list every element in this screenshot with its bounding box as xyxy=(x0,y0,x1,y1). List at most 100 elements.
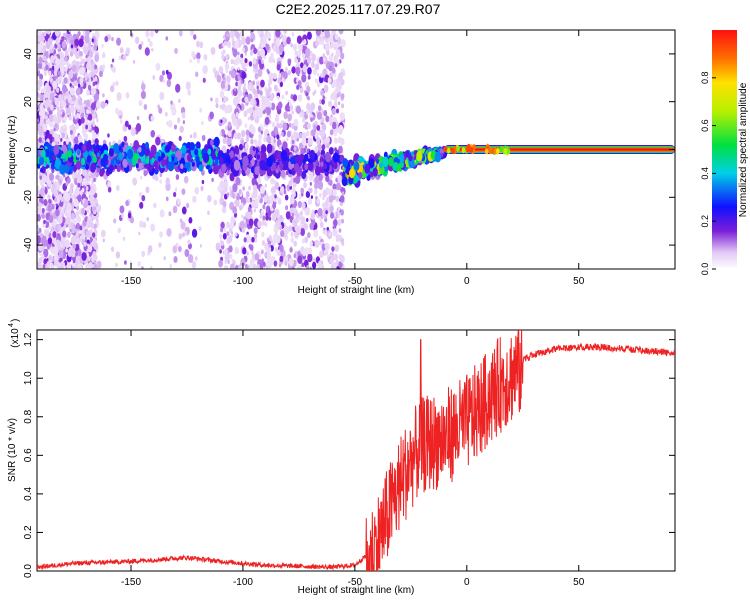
heatmap-point xyxy=(83,241,87,247)
heatmap-point xyxy=(211,177,214,183)
heatmap-point xyxy=(307,122,311,130)
heatmap-point xyxy=(325,152,332,163)
heatmap-point xyxy=(244,52,247,56)
heatmap-point xyxy=(254,166,260,175)
heatmap-point xyxy=(38,137,42,143)
heatmap-point xyxy=(294,50,298,56)
heatmap-point xyxy=(74,38,80,47)
heatmap-point xyxy=(199,244,203,248)
heatmap-point xyxy=(291,139,295,145)
heatmap-point xyxy=(107,186,112,193)
heatmap-point xyxy=(72,217,77,225)
heatmap-point xyxy=(76,112,80,118)
heatmap-point xyxy=(337,72,344,82)
heatmap-point xyxy=(60,111,63,115)
heatmap-point xyxy=(306,85,311,93)
heatmap-point xyxy=(68,188,73,195)
heatmap-point xyxy=(43,175,48,183)
x-tick-label: -150 xyxy=(121,276,141,287)
heatmap-point xyxy=(85,230,90,238)
heatmap-point xyxy=(183,175,189,184)
heatmap-point xyxy=(110,246,115,252)
heatmap-point xyxy=(331,30,336,36)
y-tick-label: -20 xyxy=(23,190,34,205)
y-tick-label: 1.0 xyxy=(23,371,34,385)
heatmap-point xyxy=(278,263,282,268)
heatmap-point xyxy=(88,251,92,257)
heatmap-point xyxy=(245,36,251,45)
heatmap-point xyxy=(122,158,128,168)
heatmap-point xyxy=(274,181,280,190)
heatmap-point xyxy=(327,77,332,84)
heatmap-point xyxy=(328,194,334,204)
heatmap-point xyxy=(41,207,45,214)
heatmap-point xyxy=(195,155,200,163)
heatmap-point xyxy=(259,90,263,96)
heatmap-point xyxy=(282,141,288,151)
heatmap-point xyxy=(189,30,195,36)
heatmap-point xyxy=(299,112,303,118)
heatmap-point xyxy=(42,44,47,52)
heatmap-point xyxy=(216,242,221,250)
heatmap-point xyxy=(307,253,313,263)
heatmap-point xyxy=(279,81,284,87)
heatmap-point xyxy=(331,79,337,88)
heatmap-point xyxy=(291,110,294,115)
heatmap-point xyxy=(54,30,61,37)
heatmap-point xyxy=(37,261,41,269)
heatmap-point xyxy=(158,242,162,248)
heatmap-point xyxy=(196,143,199,149)
heatmap-point xyxy=(179,125,184,133)
heatmap-point xyxy=(178,135,182,142)
heatmap-point xyxy=(42,124,48,132)
heatmap-point xyxy=(125,47,131,55)
heatmap-point xyxy=(280,214,283,219)
heatmap-point xyxy=(228,70,232,75)
heatmap-point xyxy=(314,239,320,249)
heatmap-point xyxy=(71,64,77,73)
heatmap-point xyxy=(150,129,156,138)
heatmap-point xyxy=(119,119,123,124)
heatmap-point xyxy=(75,243,80,251)
heatmap-point xyxy=(91,257,94,262)
heatmap-point xyxy=(244,96,249,104)
heatmap-point xyxy=(302,158,306,165)
heatmap-point xyxy=(332,261,337,269)
heatmap-point xyxy=(260,79,265,88)
heatmap-point xyxy=(56,106,60,111)
heatmap-point xyxy=(182,120,186,125)
snr-multiplier: (x10 4 ) xyxy=(8,319,21,348)
heatmap-point xyxy=(68,30,72,33)
heatmap-point xyxy=(242,86,247,92)
heatmap-point xyxy=(318,173,323,182)
heatmap-point xyxy=(309,149,316,160)
heatmap-point xyxy=(84,76,88,81)
heatmap-point xyxy=(76,149,81,156)
heatmap-point xyxy=(333,130,338,137)
heatmap-point xyxy=(249,258,255,266)
heatmap-point xyxy=(221,116,226,125)
heatmap-point xyxy=(93,227,97,233)
heatmap-point xyxy=(48,215,54,223)
heatmap-point xyxy=(270,102,276,111)
heatmap-point xyxy=(283,225,290,235)
heatmap-point xyxy=(301,132,307,141)
heatmap-point xyxy=(150,144,157,156)
heatmap-point xyxy=(38,201,42,207)
heatmap-point xyxy=(255,80,260,88)
heatmap-point xyxy=(289,196,295,205)
heatmap-point xyxy=(187,89,192,96)
heatmap-point xyxy=(90,102,96,111)
heatmap-point xyxy=(316,183,320,189)
heatmap-point xyxy=(213,164,219,175)
heatmap-point xyxy=(368,157,375,169)
heatmap-point xyxy=(268,93,274,102)
heatmap-point xyxy=(235,81,239,87)
heatmap-point xyxy=(151,157,155,163)
heatmap-point xyxy=(321,98,325,105)
heatmap-point xyxy=(198,226,202,232)
heatmap-point xyxy=(165,36,169,41)
heatmap-point xyxy=(219,131,222,136)
heatmap-point xyxy=(131,156,137,166)
